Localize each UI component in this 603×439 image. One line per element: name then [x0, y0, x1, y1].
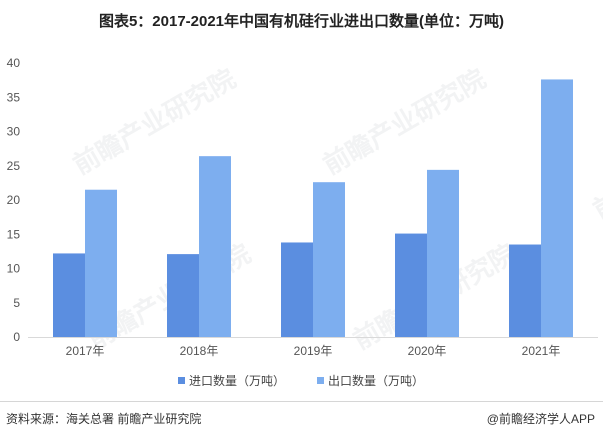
import-bar: [167, 254, 199, 337]
y-tick-label: 40: [7, 56, 21, 70]
import-bar: [53, 253, 85, 337]
y-tick-label: 15: [7, 227, 21, 241]
import-bar: [281, 242, 313, 337]
legend-label: 进口数量（万吨）: [189, 373, 285, 388]
y-tick-label: 10: [7, 262, 21, 276]
import-bar: [395, 233, 427, 337]
x-tick-label: 2021年: [522, 344, 561, 358]
export-bar: [313, 182, 345, 337]
export-bar: [427, 169, 459, 337]
watermark-text: 前瞻产业研究院: [318, 63, 491, 181]
legend-swatch: [317, 377, 324, 384]
x-tick-label: 2019年: [294, 344, 333, 358]
legend-swatch: [178, 377, 185, 384]
export-bar: [85, 189, 117, 337]
x-tick-label: 2017年: [66, 344, 105, 358]
axis-layer: 0 5 10 15 20 25 30 35 40 2017年 2018年 2019年 2020年 2021…: [7, 56, 598, 358]
footer-divider: [0, 401, 603, 402]
y-tick-label: 30: [7, 125, 21, 139]
y-tick-label: 35: [7, 90, 21, 104]
source-note: 资料来源：海关总署 前瞻产业研究院: [6, 412, 202, 426]
legend-label: 出口数量（万吨）: [328, 373, 424, 388]
legend: 进口数量（万吨） 出口数量（万吨）: [178, 373, 424, 388]
y-tick-label: 20: [7, 193, 21, 207]
import-bar: [509, 244, 541, 337]
bar-chart: 前瞻产业研究院前瞻产业研究院前瞻产业研究院前瞻产业研究院前瞻产业研究院 0510…: [7, 56, 603, 388]
export-bar: [541, 79, 573, 337]
y-tick-label: 5: [13, 296, 20, 310]
watermark-text: 前瞻产业研究院: [588, 108, 603, 226]
y-tick-label: 0: [13, 330, 20, 344]
x-tick-label: 2020年: [408, 344, 447, 358]
export-bar: [199, 156, 231, 337]
y-tick-label: 25: [7, 159, 21, 173]
credit-note: @前瞻经济学人APP: [486, 412, 595, 426]
chart-title: 图表5：2017-2021年中国有机硅行业进出口数量(单位：万吨): [98, 13, 505, 30]
bars-layer: [53, 79, 573, 337]
x-tick-label: 2018年: [180, 344, 219, 358]
